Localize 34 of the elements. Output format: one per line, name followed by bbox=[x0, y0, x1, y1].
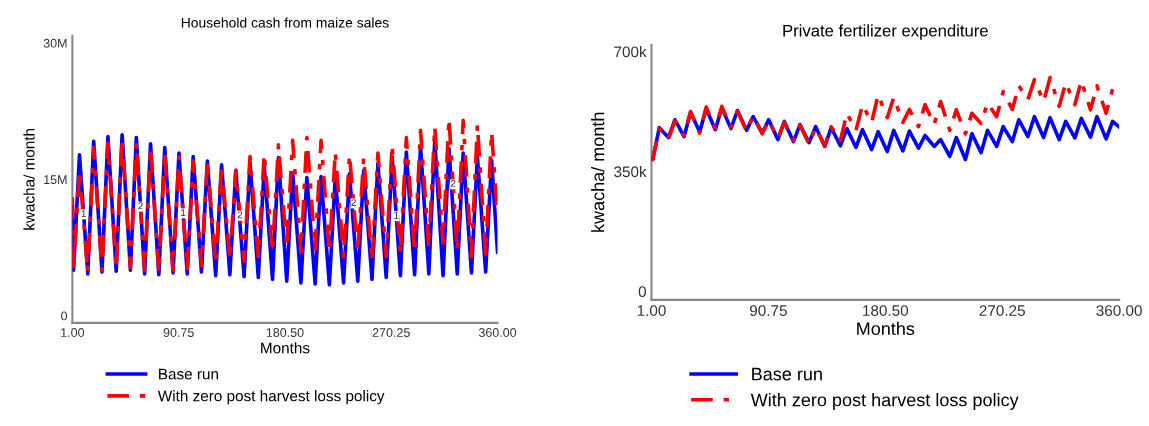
line-series bbox=[72, 116, 498, 274]
annotation: 1 bbox=[81, 210, 86, 217]
y-axis-title: kwacha/ month bbox=[591, 112, 605, 232]
x-tick-label: 90.75 bbox=[163, 328, 194, 337]
legend-label: Base run bbox=[752, 367, 822, 381]
chart-title: Household cash from maize sales bbox=[181, 17, 389, 28]
y-tick-label: 700k bbox=[614, 46, 647, 58]
y-tick-label: 15M bbox=[44, 175, 67, 184]
x-tick-label: 360.00 bbox=[478, 328, 517, 337]
annotation: 1 bbox=[181, 209, 186, 216]
y-tick-label: 0 bbox=[638, 286, 647, 298]
chart-title: Private fertilizer expenditure bbox=[783, 24, 988, 40]
annotation: 2 bbox=[138, 202, 143, 210]
x-tick-label: 1.00 bbox=[61, 328, 85, 337]
legend-label: With zero post harvest loss policy bbox=[157, 390, 385, 405]
y-tick-label: 0 bbox=[61, 311, 68, 321]
x-tick-label: 180.50 bbox=[266, 328, 304, 337]
x-axis-title: Months bbox=[857, 321, 915, 336]
x-tick-label: 270.25 bbox=[979, 305, 1025, 316]
x-tick-label: 360.00 bbox=[1096, 305, 1142, 316]
x-axis-title: Months bbox=[261, 342, 310, 354]
x-tick-label: 180.50 bbox=[863, 305, 909, 316]
y-axis-title: kwacha/ month bbox=[23, 128, 35, 230]
y-tick-label: 350k bbox=[614, 165, 647, 178]
annotation: 2 bbox=[351, 199, 356, 206]
y-tick-label: 30M bbox=[43, 38, 67, 48]
x-tick-label: 270.25 bbox=[372, 328, 410, 337]
annotation: 2 bbox=[237, 211, 243, 219]
legend-label: With zero post harvest loss policy bbox=[750, 393, 1019, 410]
annotation: 2 bbox=[450, 180, 456, 187]
legend-label: Base run bbox=[159, 368, 218, 380]
x-tick-label: 1.00 bbox=[637, 305, 666, 316]
x-tick-label: 90.75 bbox=[750, 305, 787, 316]
annotation: 1 bbox=[394, 211, 399, 219]
